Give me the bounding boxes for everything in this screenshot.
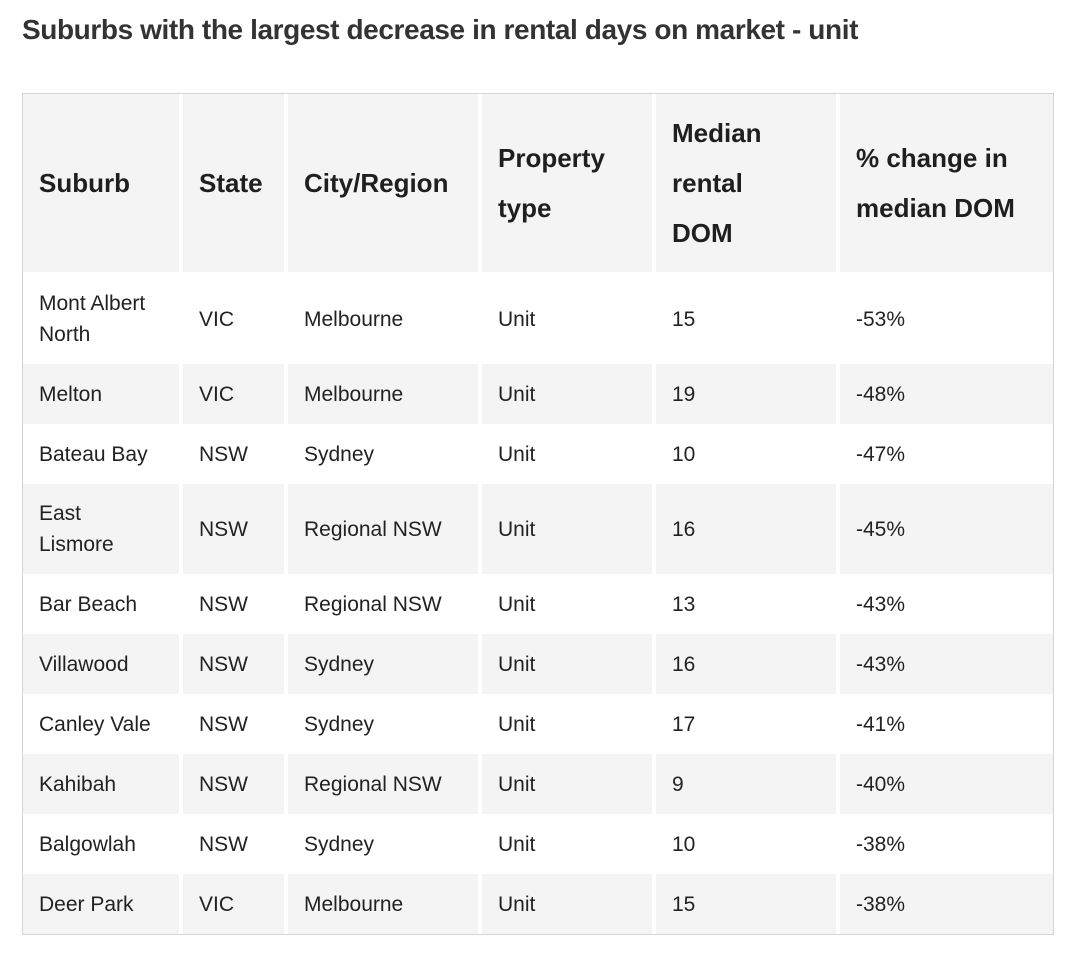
cell-property-type: Unit: [482, 274, 656, 364]
header-city-region: City/Region: [288, 94, 482, 274]
cell-suburb: Balgowlah: [23, 814, 183, 874]
table-row: Bateau Bay NSW Sydney Unit 10 -47%: [23, 424, 1053, 484]
cell-property-type: Unit: [482, 634, 656, 694]
table-row: East Lismore NSW Regional NSW Unit 16 -4…: [23, 484, 1053, 574]
cell-suburb: Melton: [23, 364, 183, 424]
table-row: Villawood NSW Sydney Unit 16 -43%: [23, 634, 1053, 694]
cell-suburb: Deer Park: [23, 874, 183, 934]
table-row: Deer Park VIC Melbourne Unit 15 -38%: [23, 874, 1053, 934]
cell-state: NSW: [183, 754, 288, 814]
cell-median-dom: 15: [656, 874, 840, 934]
cell-property-type: Unit: [482, 364, 656, 424]
cell-property-type: Unit: [482, 424, 656, 484]
cell-state: NSW: [183, 484, 288, 574]
table-row: Bar Beach NSW Regional NSW Unit 13 -43%: [23, 574, 1053, 634]
cell-median-dom: 16: [656, 634, 840, 694]
header-median-rental-dom: Median rental DOM: [656, 94, 840, 274]
cell-percent-change: -38%: [840, 874, 1053, 934]
data-table-container: Suburb State City/Region Property type M…: [22, 93, 1054, 935]
cell-median-dom: 17: [656, 694, 840, 754]
cell-suburb: Kahibah: [23, 754, 183, 814]
rental-dom-table: Suburb State City/Region Property type M…: [23, 94, 1053, 934]
table-row: Canley Vale NSW Sydney Unit 17 -41%: [23, 694, 1053, 754]
cell-city-region: Sydney: [288, 424, 482, 484]
cell-property-type: Unit: [482, 484, 656, 574]
cell-city-region: Regional NSW: [288, 754, 482, 814]
header-property-type: Property type: [482, 94, 656, 274]
cell-state: VIC: [183, 874, 288, 934]
cell-state: NSW: [183, 634, 288, 694]
table-header: Suburb State City/Region Property type M…: [23, 94, 1053, 274]
cell-state: NSW: [183, 424, 288, 484]
cell-percent-change: -45%: [840, 484, 1053, 574]
cell-property-type: Unit: [482, 694, 656, 754]
header-percent-change: % change in median DOM: [840, 94, 1053, 274]
cell-suburb: Mont Albert North: [23, 274, 183, 364]
cell-percent-change: -38%: [840, 814, 1053, 874]
cell-state: NSW: [183, 694, 288, 754]
cell-percent-change: -43%: [840, 574, 1053, 634]
cell-median-dom: 13: [656, 574, 840, 634]
cell-suburb: Canley Vale: [23, 694, 183, 754]
table-row: Balgowlah NSW Sydney Unit 10 -38%: [23, 814, 1053, 874]
cell-percent-change: -40%: [840, 754, 1053, 814]
cell-city-region: Melbourne: [288, 274, 482, 364]
cell-suburb: Villawood: [23, 634, 183, 694]
cell-property-type: Unit: [482, 574, 656, 634]
cell-city-region: Melbourne: [288, 874, 482, 934]
cell-percent-change: -48%: [840, 364, 1053, 424]
cell-suburb: Bar Beach: [23, 574, 183, 634]
table-row: Kahibah NSW Regional NSW Unit 9 -40%: [23, 754, 1053, 814]
cell-city-region: Regional NSW: [288, 574, 482, 634]
cell-percent-change: -47%: [840, 424, 1053, 484]
cell-median-dom: 9: [656, 754, 840, 814]
cell-percent-change: -53%: [840, 274, 1053, 364]
cell-percent-change: -43%: [840, 634, 1053, 694]
cell-city-region: Melbourne: [288, 364, 482, 424]
cell-median-dom: 10: [656, 814, 840, 874]
table-row: Mont Albert North VIC Melbourne Unit 15 …: [23, 274, 1053, 364]
cell-city-region: Sydney: [288, 694, 482, 754]
cell-median-dom: 19: [656, 364, 840, 424]
table-body: Mont Albert North VIC Melbourne Unit 15 …: [23, 274, 1053, 934]
cell-city-region: Sydney: [288, 814, 482, 874]
cell-state: VIC: [183, 274, 288, 364]
cell-property-type: Unit: [482, 814, 656, 874]
cell-city-region: Regional NSW: [288, 484, 482, 574]
cell-property-type: Unit: [482, 754, 656, 814]
table-row: Melton VIC Melbourne Unit 19 -48%: [23, 364, 1053, 424]
cell-suburb: East Lismore: [23, 484, 183, 574]
cell-median-dom: 15: [656, 274, 840, 364]
page-title: Suburbs with the largest decrease in ren…: [22, 14, 858, 45]
cell-median-dom: 10: [656, 424, 840, 484]
cell-state: VIC: [183, 364, 288, 424]
cell-state: NSW: [183, 574, 288, 634]
header-suburb: Suburb: [23, 94, 183, 274]
cell-state: NSW: [183, 814, 288, 874]
cell-median-dom: 16: [656, 484, 840, 574]
cell-suburb: Bateau Bay: [23, 424, 183, 484]
cell-property-type: Unit: [482, 874, 656, 934]
cell-city-region: Sydney: [288, 634, 482, 694]
header-state: State: [183, 94, 288, 274]
header-row: Suburb State City/Region Property type M…: [23, 94, 1053, 274]
cell-percent-change: -41%: [840, 694, 1053, 754]
